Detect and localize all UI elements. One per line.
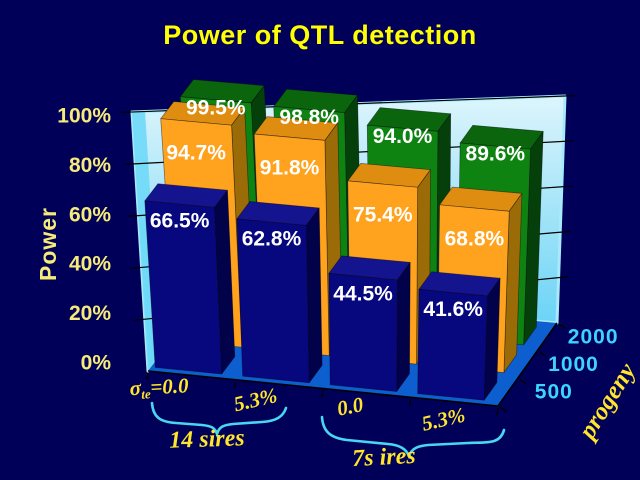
depth-axis-tick: [538, 351, 547, 357]
bar-value-label: 41.6%: [423, 298, 483, 321]
bar-value-label: 75.4%: [353, 204, 413, 227]
depth-tick-label: 2000: [568, 325, 619, 348]
bar-value-label: 99.5%: [186, 96, 246, 119]
group-brace-1: [150, 401, 288, 439]
value-axis-tick-label: 100%: [57, 105, 111, 128]
bar-side-face: [396, 262, 411, 392]
bar-front-face: [417, 289, 488, 401]
bar-value-label: 44.5%: [333, 282, 393, 305]
depth-tick-label: 500: [535, 381, 573, 404]
bar-front-face: [144, 200, 223, 375]
category-label: 0.0: [335, 392, 366, 421]
category-axis-tick: [233, 381, 237, 389]
bar-value-label: 89.6%: [466, 143, 526, 166]
value-axis-title: Power: [35, 207, 61, 281]
bar-value-label: 94.0%: [373, 125, 433, 148]
bar-value-label: 94.7%: [166, 141, 226, 164]
bar-500-cat3: [328, 255, 411, 392]
bar-value-label: 66.5%: [150, 210, 210, 233]
value-axis-tick-label: 40%: [69, 253, 111, 276]
category-axis-tick: [408, 399, 412, 407]
bar-500-cat1: [144, 183, 236, 375]
axis-baselines: [147, 322, 558, 407]
category-label: 5.3%: [419, 403, 467, 436]
bar-value-label: 62.8%: [242, 228, 302, 251]
category-axis-tick: [496, 407, 499, 416]
depth-axis-tick: [558, 323, 567, 330]
value-axis-tick-label: 60%: [69, 203, 111, 226]
category-axis-tick: [321, 390, 324, 398]
value-axis-tick-label: 20%: [69, 302, 111, 325]
bar-500-cat4: [417, 271, 501, 401]
value-axis-tick-label: 80%: [69, 154, 111, 177]
category-label: σte=0.0: [129, 373, 190, 402]
bar-value-label: 91.8%: [260, 157, 320, 180]
depth-tick-label: 1000: [548, 353, 599, 376]
group-label: 14 sires: [169, 425, 245, 454]
bar-front-face: [328, 273, 398, 392]
group-label: 7s ires: [352, 443, 417, 472]
depth-axis-tick: [519, 378, 527, 385]
bar-value-label: 98.8%: [279, 106, 339, 129]
bar-500-cat2: [236, 201, 323, 384]
category-label: 5.3%: [231, 383, 279, 416]
chart-title: Power of QTL detection: [163, 20, 477, 50]
bar-value-label: 68.8%: [445, 228, 505, 251]
bar-front-face: [236, 218, 310, 384]
category-axis-tick: [146, 372, 149, 381]
value-axis-tick-label: 0%: [81, 352, 112, 375]
depth-axis-tick: [499, 406, 508, 413]
group-brace-2: [320, 415, 506, 460]
